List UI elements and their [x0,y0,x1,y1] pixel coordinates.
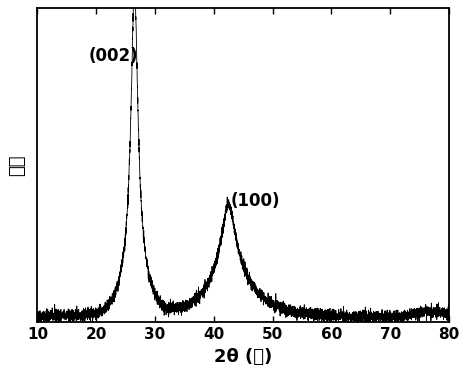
Y-axis label: 强度: 强度 [8,154,26,176]
X-axis label: 2θ (度): 2θ (度) [214,348,272,366]
Text: (100): (100) [230,192,280,210]
Text: (002): (002) [89,47,139,65]
